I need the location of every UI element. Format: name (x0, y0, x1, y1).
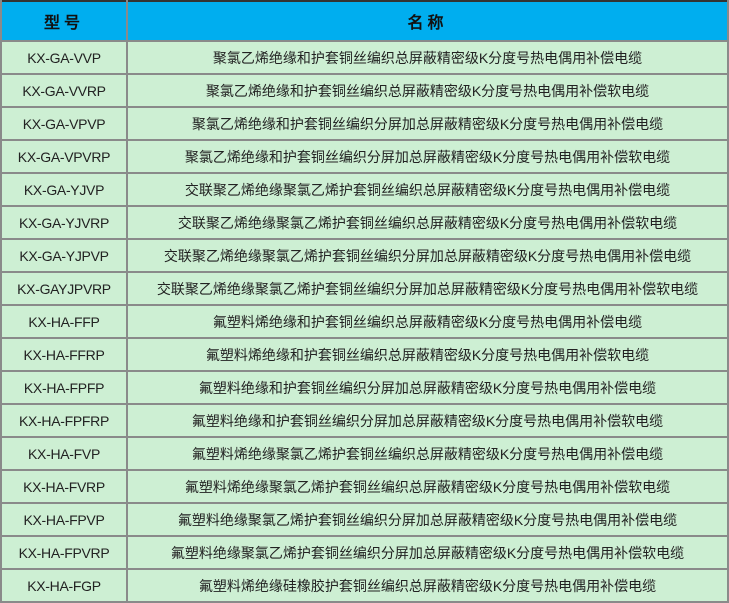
header-name: 名称 (126, 1, 729, 42)
table-row: KX-HA-FVRP 氟塑料烯绝缘聚氯乙烯护套铜丝编织总屏蔽精密级K分度号热电偶用… (0, 469, 729, 504)
name-cell: 氟塑料绝缘聚氯乙烯护套铜丝编织分屏加总屏蔽精密级K分度号热电偶用补偿软电缆 (126, 535, 729, 570)
header-model: 型号 (0, 1, 128, 42)
table-row: KX-HA-FGP 氟塑料烯绝缘硅橡胶护套铜丝编织总屏蔽精密级K分度号热电偶用补偿… (0, 568, 729, 603)
model-cell: KX-HA-FPVRP (0, 535, 128, 570)
model-cell: KX-GA-YJVRP (0, 205, 128, 240)
table-row: KX-HA-FPFRP 氟塑料绝缘和护套铜丝编织分屏加总屏蔽精密级K分度号热电偶用… (0, 403, 729, 438)
table-row: KX-HA-FPVP 氟塑料绝缘聚氯乙烯护套铜丝编织分屏加总屏蔽精密级K分度号热电… (0, 502, 729, 537)
table-row: KX-HA-FVP 氟塑料烯绝缘聚氯乙烯护套铜丝编织总屏蔽精密级K分度号热电偶用补… (0, 436, 729, 471)
table-row: KX-GAYJPVRP 交联聚乙烯绝缘聚氯乙烯护套铜丝编织分屏加总屏蔽精密级K分度… (0, 271, 729, 306)
table-row: KX-HA-FFP 氟塑料烯绝缘和护套铜丝编织总屏蔽精密级K分度号热电偶用补偿电缆 (0, 304, 729, 339)
model-cell: KX-HA-FFRP (0, 337, 128, 372)
model-cell: KX-GA-VPVP (0, 106, 128, 141)
name-cell: 氟塑料烯绝缘硅橡胶护套铜丝编织总屏蔽精密级K分度号热电偶用补偿电缆 (126, 568, 729, 603)
model-cell: KX-GA-YJVP (0, 172, 128, 207)
name-cell: 交联聚乙烯绝缘聚氯乙烯护套铜丝编织总屏蔽精密级K分度号热电偶用补偿软电缆 (126, 205, 729, 240)
name-cell: 聚氯乙烯绝缘和护套铜丝编织分屏加总屏蔽精密级K分度号热电偶用补偿软电缆 (126, 139, 729, 174)
model-cell: KX-HA-FPVP (0, 502, 128, 537)
name-cell: 氟塑料烯绝缘和护套铜丝编织总屏蔽精密级K分度号热电偶用补偿电缆 (126, 304, 729, 339)
model-cell: KX-HA-FVRP (0, 469, 128, 504)
name-cell: 氟塑料绝缘聚氯乙烯护套铜丝编织分屏加总屏蔽精密级K分度号热电偶用补偿电缆 (126, 502, 729, 537)
name-cell: 氟塑料绝缘和护套铜丝编织分屏加总屏蔽精密级K分度号热电偶用补偿软电缆 (126, 403, 729, 438)
name-cell: 氟塑料烯绝缘聚氯乙烯护套铜丝编织总屏蔽精密级K分度号热电偶用补偿电缆 (126, 436, 729, 471)
table-row: KX-GA-YJPVP 交联聚乙烯绝缘聚氯乙烯护套铜丝编织分屏加总屏蔽精密级K分度… (0, 238, 729, 273)
table-row: KX-GA-YJVP 交联聚乙烯绝缘聚氯乙烯护套铜丝编织总屏蔽精密级K分度号热电偶… (0, 172, 729, 207)
name-cell: 氟塑料烯绝缘聚氯乙烯护套铜丝编织总屏蔽精密级K分度号热电偶用补偿软电缆 (126, 469, 729, 504)
model-cell: KX-HA-FPFRP (0, 403, 128, 438)
model-cell: KX-GA-VVP (0, 40, 128, 75)
table-row: KX-GA-VPVRP 聚氯乙烯绝缘和护套铜丝编织分屏加总屏蔽精密级K分度号热电偶… (0, 139, 729, 174)
name-cell: 交联聚乙烯绝缘聚氯乙烯护套铜丝编织分屏加总屏蔽精密级K分度号热电偶用补偿软电缆 (126, 271, 729, 306)
table-row: KX-GA-VPVP 聚氯乙烯绝缘和护套铜丝编织分屏加总屏蔽精密级K分度号热电偶用… (0, 106, 729, 141)
model-cell: KX-GAYJPVRP (0, 271, 128, 306)
model-cell: KX-GA-YJPVP (0, 238, 128, 273)
model-cell: KX-HA-FPFP (0, 370, 128, 405)
name-cell: 氟塑料烯绝缘和护套铜丝编织总屏蔽精密级K分度号热电偶用补偿软电缆 (126, 337, 729, 372)
table-row: KX-HA-FPVRP 氟塑料绝缘聚氯乙烯护套铜丝编织分屏加总屏蔽精密级K分度号热… (0, 535, 729, 570)
model-cell: KX-HA-FVP (0, 436, 128, 471)
model-cell: KX-HA-FFP (0, 304, 128, 339)
name-cell: 交联聚乙烯绝缘聚氯乙烯护套铜丝编织总屏蔽精密级K分度号热电偶用补偿电缆 (126, 172, 729, 207)
name-cell: 聚氯乙烯绝缘和护套铜丝编织分屏加总屏蔽精密级K分度号热电偶用补偿电缆 (126, 106, 729, 141)
table-row: KX-HA-FFRP 氟塑料烯绝缘和护套铜丝编织总屏蔽精密级K分度号热电偶用补偿软… (0, 337, 729, 372)
name-cell: 氟塑料绝缘和护套铜丝编织分屏加总屏蔽精密级K分度号热电偶用补偿电缆 (126, 370, 729, 405)
table-row: KX-GA-YJVRP 交联聚乙烯绝缘聚氯乙烯护套铜丝编织总屏蔽精密级K分度号热电… (0, 205, 729, 240)
name-cell: 聚氯乙烯绝缘和护套铜丝编织总屏蔽精密级K分度号热电偶用补偿电缆 (126, 40, 729, 75)
model-cell: KX-GA-VVRP (0, 73, 128, 108)
model-cell: KX-HA-FGP (0, 568, 128, 603)
table-row: KX-HA-FPFP 氟塑料绝缘和护套铜丝编织分屏加总屏蔽精密级K分度号热电偶用补… (0, 370, 729, 405)
table-row: KX-GA-VVP 聚氯乙烯绝缘和护套铜丝编织总屏蔽精密级K分度号热电偶用补偿电缆 (0, 40, 729, 75)
model-cell: KX-GA-VPVRP (0, 139, 128, 174)
table-row: KX-GA-VVRP 聚氯乙烯绝缘和护套铜丝编织总屏蔽精密级K分度号热电偶用补偿软… (0, 73, 729, 108)
name-cell: 聚氯乙烯绝缘和护套铜丝编织总屏蔽精密级K分度号热电偶用补偿软电缆 (126, 73, 729, 108)
header-row: 型号 名称 (0, 1, 729, 42)
name-cell: 交联聚乙烯绝缘聚氯乙烯护套铜丝编织分屏加总屏蔽精密级K分度号热电偶用补偿电缆 (126, 238, 729, 273)
